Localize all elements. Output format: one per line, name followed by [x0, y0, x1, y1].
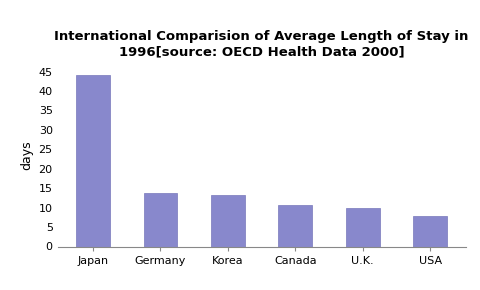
Bar — [346, 208, 380, 246]
Bar — [211, 195, 245, 246]
Bar — [413, 216, 447, 246]
Y-axis label: days: days — [20, 140, 33, 170]
Bar — [278, 204, 312, 246]
Bar — [76, 75, 110, 246]
Title: International Comparision of Average Length of Stay in
1996[source: OECD Health : International Comparision of Average Len… — [54, 30, 469, 59]
Bar — [144, 193, 177, 246]
